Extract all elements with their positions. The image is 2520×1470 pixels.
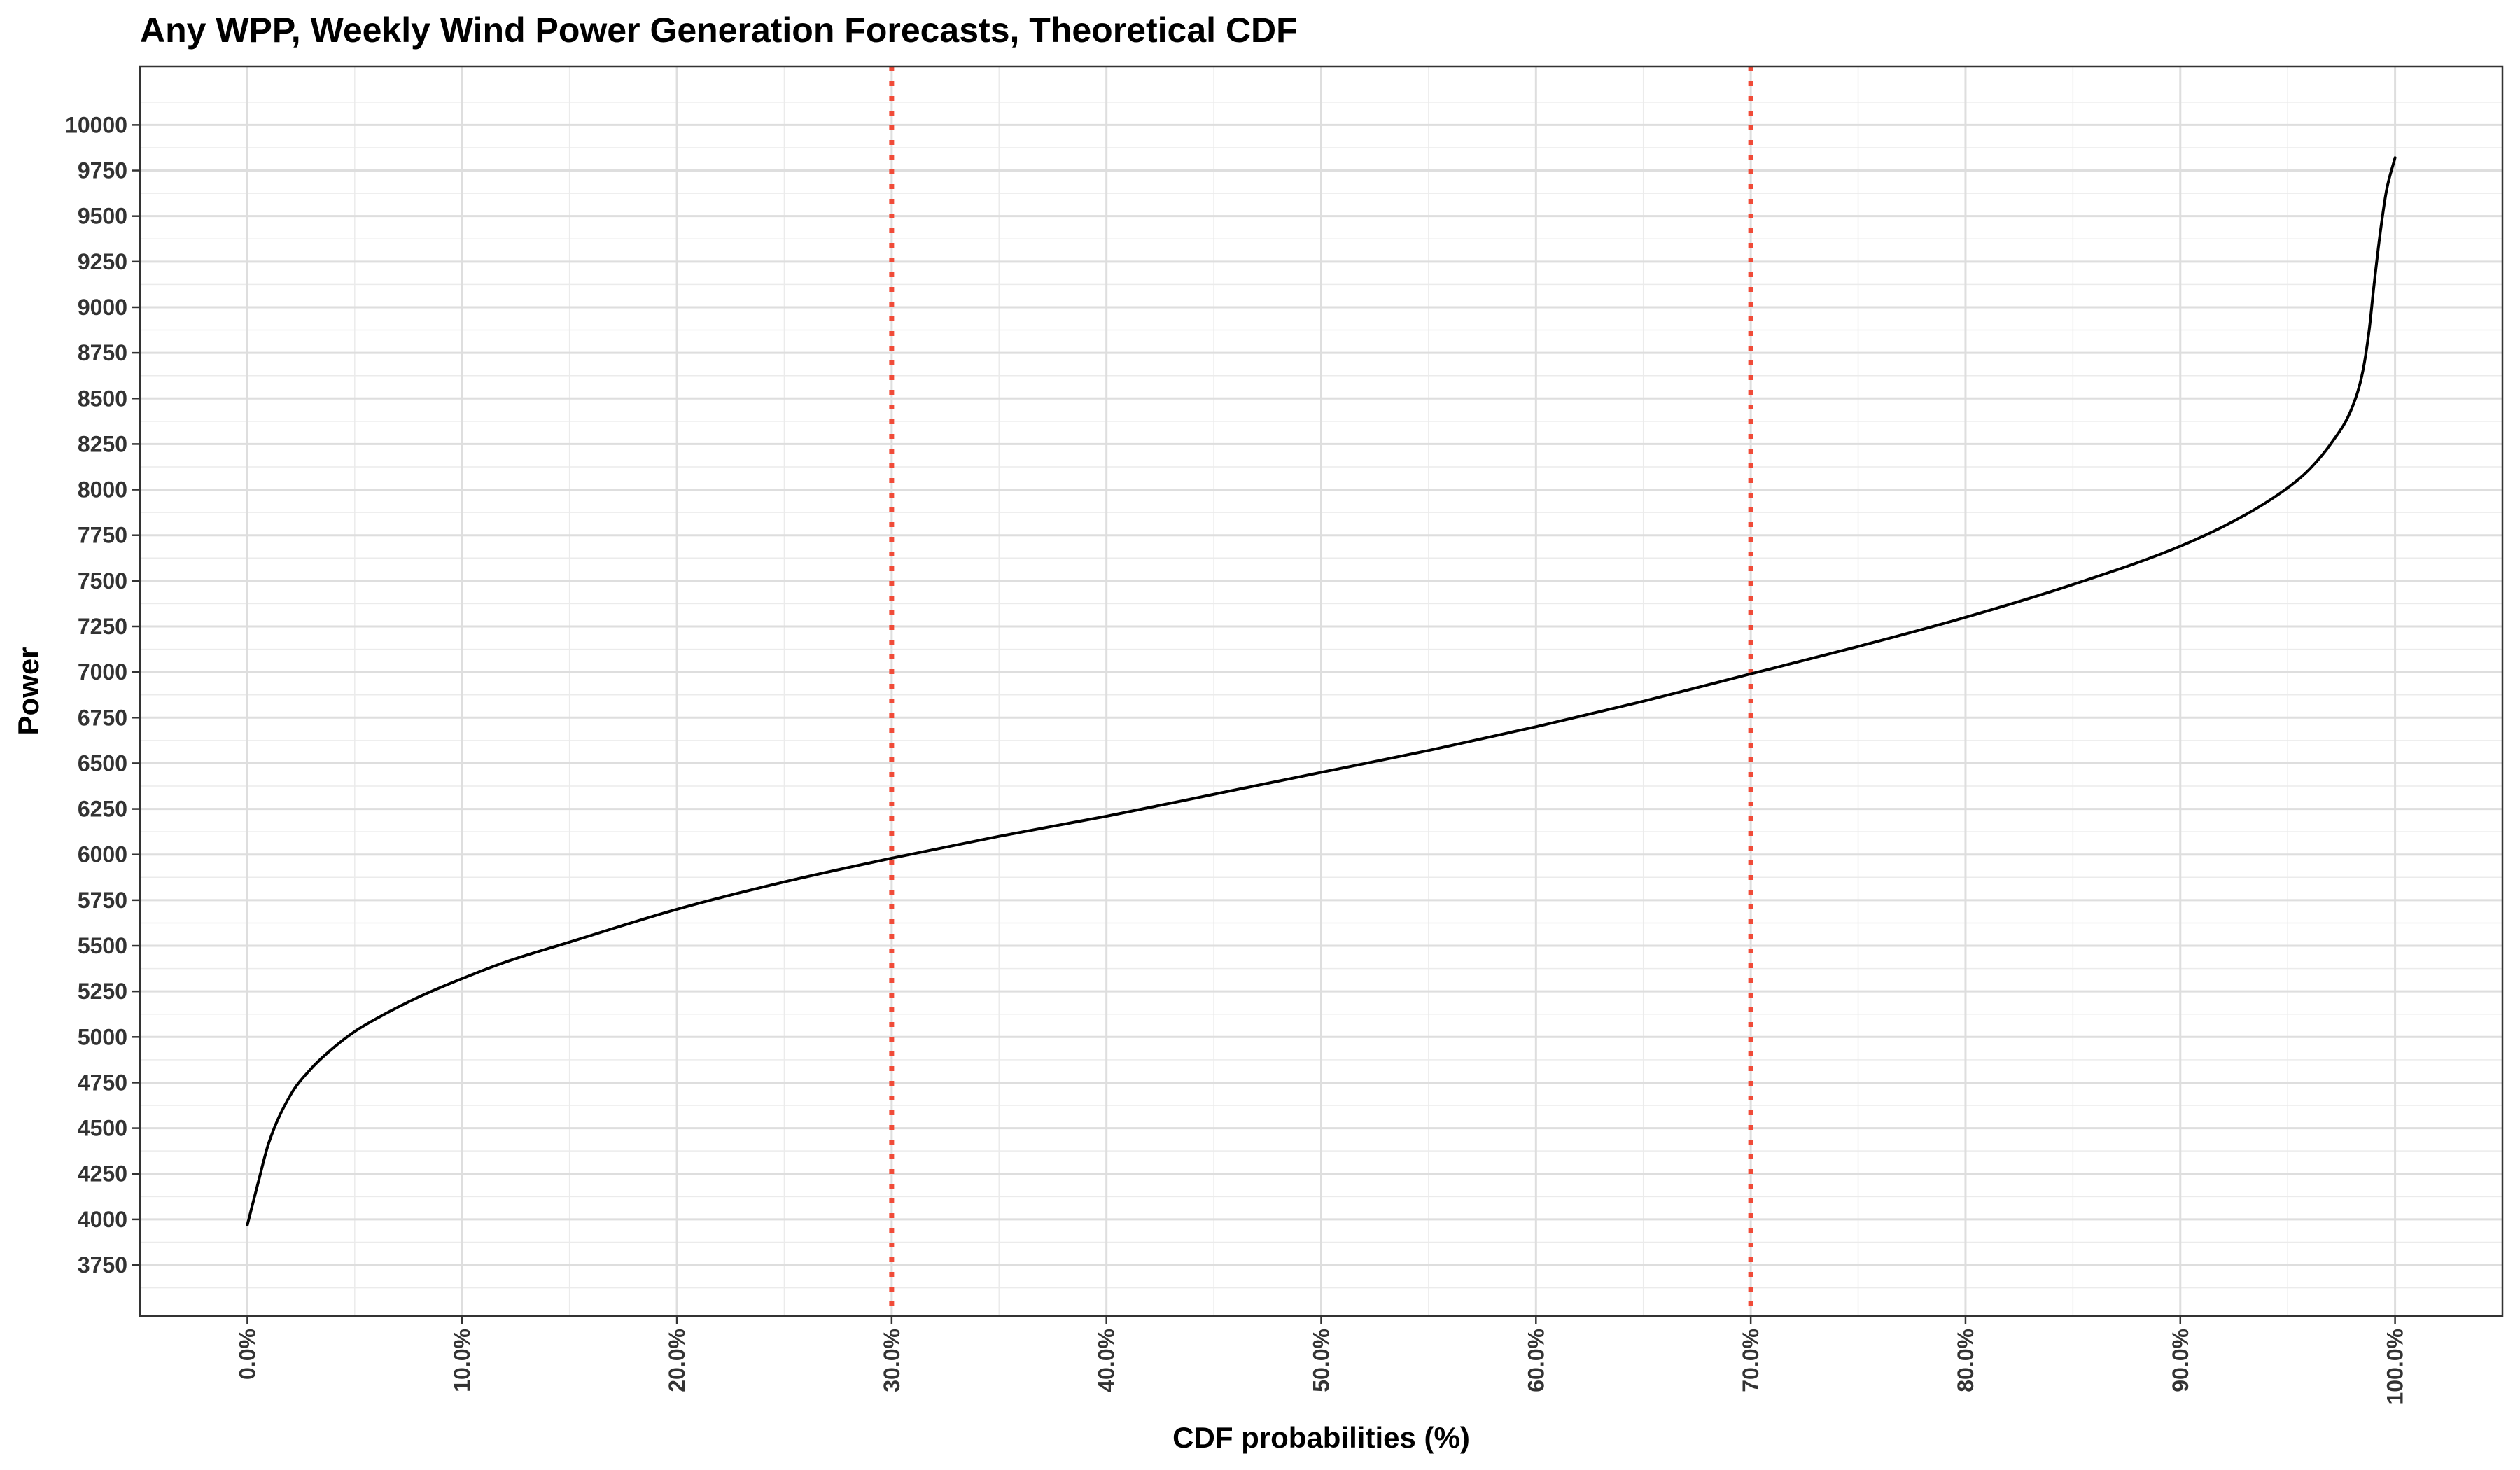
y-tick-label: 8500: [78, 386, 127, 411]
y-tick-label: 4000: [78, 1207, 127, 1232]
y-tick-label: 10000: [65, 112, 127, 137]
y-tick-label: 5750: [78, 888, 127, 913]
y-tick-label: 4500: [78, 1116, 127, 1141]
y-tick-label: 7000: [78, 659, 127, 685]
x-tick-label: 40.0%: [1094, 1329, 1119, 1392]
grid-major-y: [140, 123, 2502, 1266]
x-tick-label: 20.0%: [664, 1329, 690, 1392]
x-tick-label: 60.0%: [1523, 1329, 1548, 1392]
y-tick-label: 8750: [78, 340, 127, 365]
y-tick-label: 7250: [78, 614, 127, 639]
x-axis-ticks: 0.0% 10.0% 20.0% 30.0% 40.0% 50.0% 60.0% 70.0% 8…: [234, 1316, 2408, 1405]
y-tick-label: 8000: [78, 477, 127, 503]
reference-lines: [889, 66, 1754, 1316]
y-tick-label: 5000: [78, 1024, 127, 1049]
y-tick-label: 6500: [78, 750, 127, 776]
x-tick-label: 30.0%: [879, 1329, 904, 1392]
x-tick-label: 80.0%: [1953, 1329, 1978, 1392]
y-tick-label: 9750: [78, 158, 127, 183]
x-axis-title: CDF probabilities (%): [1172, 1421, 1470, 1454]
y-axis-title: Power: [12, 647, 45, 735]
y-tick-label: 4750: [78, 1070, 127, 1095]
y-tick-label: 6000: [78, 842, 127, 867]
series-layer: [246, 156, 2397, 1226]
y-tick-label: 5250: [78, 979, 127, 1004]
x-tick-label: 10.0%: [449, 1329, 475, 1392]
x-tick-label: 100.0%: [2383, 1329, 2408, 1405]
y-tick-label: 6750: [78, 705, 127, 730]
y-tick-label: 9500: [78, 204, 127, 229]
x-tick-label: 70.0%: [1738, 1329, 1763, 1392]
y-tick-label: 3750: [78, 1252, 127, 1278]
grid-minor-x: [354, 66, 2288, 1316]
chart-title: Any WPP, Weekly Wind Power Generation Fo…: [140, 10, 1298, 50]
y-tick-label: 5500: [78, 933, 127, 958]
series-line: [246, 156, 2397, 1226]
x-tick-label: 0.0%: [234, 1329, 260, 1380]
y-tick-label: 7500: [78, 568, 127, 594]
y-tick-label: 7750: [78, 523, 127, 548]
x-tick-label: 90.0%: [2168, 1329, 2193, 1392]
y-tick-label: 4250: [78, 1161, 127, 1186]
y-tick-label: 8250: [78, 431, 127, 456]
y-axis-ticks: 3750 4000 4250 4500 4750 5000 5250 5500 5750 6000…: [65, 112, 140, 1278]
y-tick-label: 9000: [78, 295, 127, 320]
grid-major-x: [246, 66, 2397, 1316]
x-tick-label: 50.0%: [1309, 1329, 1334, 1392]
y-tick-label: 9250: [78, 249, 127, 274]
y-tick-label: 6250: [78, 797, 127, 822]
